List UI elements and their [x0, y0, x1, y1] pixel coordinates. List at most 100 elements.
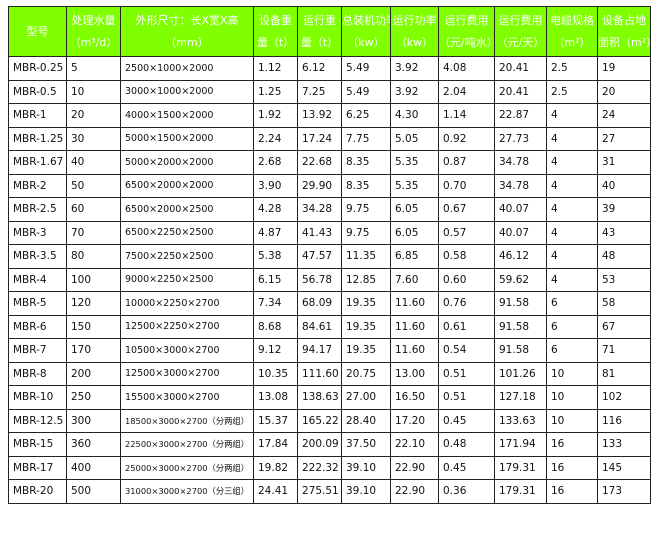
cell-dimensions: 15500×3000×2700	[120, 385, 254, 410]
cell-footprint: 40	[597, 173, 651, 198]
table-row: MBR-3 70 6500×2250×2500 4.87 41.43 9.75 6.05 0.…	[8, 220, 651, 245]
cell-cost-per-ton: 0.70	[438, 173, 495, 198]
header-cost-per-ton: 运行费用 （元/吨水）	[438, 6, 495, 57]
cell-model: MBR-1.25	[8, 126, 67, 151]
cell-cost-per-day: 34.78	[494, 173, 547, 198]
cell-cost-per-ton: 0.61	[438, 314, 495, 339]
cell-cost-per-day: 27.73	[494, 126, 547, 151]
cell-operating-weight: 111.60	[297, 361, 342, 386]
header-line2: 量（t）	[300, 35, 339, 49]
cell-equipment-weight: 5.38	[253, 244, 298, 269]
cell-footprint: 145	[597, 455, 651, 480]
header-line1: 运行重	[303, 13, 336, 27]
cell-cable-spec: 10	[546, 385, 598, 410]
table-row: MBR-5 120 10000×2250×2700 7.34 68.09 19.35 11.…	[8, 291, 651, 316]
cell-equipment-weight: 10.35	[253, 361, 298, 386]
cell-cable-spec: 16	[546, 432, 598, 457]
cell-model: MBR-1.67	[8, 150, 67, 175]
cell-cost-per-ton: 0.36	[438, 479, 495, 504]
header-line2: （m²）	[553, 35, 591, 49]
cell-installed-power: 6.25	[341, 103, 391, 128]
cell-capacity: 360	[66, 432, 121, 457]
cell-dimensions: 4000×1500×2000	[120, 103, 254, 128]
cell-model: MBR-6	[8, 314, 67, 339]
cell-cost-per-ton: 0.92	[438, 126, 495, 151]
cell-model: MBR-12.5	[8, 408, 67, 433]
table-row: MBR-12.5 300 18500×3000×2700（分两组） 15.37 165.…	[8, 408, 651, 433]
cell-installed-power: 27.00	[341, 385, 391, 410]
cell-cable-spec: 10	[546, 361, 598, 386]
cell-cost-per-day: 179.31	[494, 455, 547, 480]
cell-equipment-weight: 15.37	[253, 408, 298, 433]
header-line2: 量（t）	[256, 35, 295, 49]
cell-cost-per-ton: 0.54	[438, 338, 495, 363]
header-line1: 外形尺寸：长X宽X高	[135, 13, 239, 27]
cell-installed-power: 8.35	[341, 150, 391, 175]
header-line2: （mm）	[165, 35, 209, 49]
cell-cable-spec: 16	[546, 479, 598, 504]
cell-footprint: 173	[597, 479, 651, 504]
cell-cable-spec: 2.5	[546, 56, 598, 81]
table-row: MBR-17 400 25000×3000×2700（分两组） 19.82 222.32…	[8, 455, 651, 480]
cell-dimensions: 22500×3000×2700（分两组）	[120, 432, 254, 457]
cell-installed-power: 8.35	[341, 173, 391, 198]
cell-cost-per-day: 46.12	[494, 244, 547, 269]
cell-model: MBR-0.5	[8, 79, 67, 104]
header-model: 型号	[8, 6, 67, 57]
table-row: MBR-1.25 30 5000×1500×2000 2.24 17.24 7.75 5.0…	[8, 126, 651, 151]
cell-model: MBR-5	[8, 291, 67, 316]
table-row: MBR-0.25 5 2500×1000×2000 1.12 6.12 5.49 3.92 4…	[8, 56, 651, 81]
cell-model: MBR-1	[8, 103, 67, 128]
cell-cost-per-day: 40.07	[494, 220, 547, 245]
table-row: MBR-2.5 60 6500×2000×2500 4.28 34.28 9.75 6.05…	[8, 197, 651, 222]
cell-installed-power: 9.75	[341, 197, 391, 222]
cell-cost-per-ton: 4.08	[438, 56, 495, 81]
cell-dimensions: 5000×1500×2000	[120, 126, 254, 151]
cell-operating-power: 22.10	[390, 432, 439, 457]
cell-equipment-weight: 13.08	[253, 385, 298, 410]
cell-dimensions: 12500×3000×2700	[120, 361, 254, 386]
cell-capacity: 120	[66, 291, 121, 316]
cell-operating-weight: 68.09	[297, 291, 342, 316]
cell-operating-power: 11.60	[390, 314, 439, 339]
cell-equipment-weight: 24.41	[253, 479, 298, 504]
table-row: MBR-2 50 6500×2000×2000 3.90 29.90 8.35 5.35 0.…	[8, 173, 651, 198]
cell-cable-spec: 4	[546, 267, 598, 292]
cell-installed-power: 5.49	[341, 56, 391, 81]
header-equipment-weight: 设备重 量（t）	[253, 6, 298, 57]
table-row: MBR-0.5 10 3000×1000×2000 1.25 7.25 5.49 3.92 2…	[8, 79, 651, 104]
cell-operating-weight: 17.24	[297, 126, 342, 151]
cell-dimensions: 3000×1000×2000	[120, 79, 254, 104]
header-line2: （kw）	[347, 35, 385, 49]
cell-equipment-weight: 4.87	[253, 220, 298, 245]
cell-dimensions: 2500×1000×2000	[120, 56, 254, 81]
header-row: 型号 处理水量 （m³/d） 外形尺寸：长X宽X高 （mm） 设备重 量（t） 运行重 量（t）…	[8, 6, 651, 57]
cell-dimensions: 9000×2250×2500	[120, 267, 254, 292]
cell-cable-spec: 4	[546, 244, 598, 269]
header-line1: 运行费用	[498, 13, 543, 27]
cell-cost-per-day: 34.78	[494, 150, 547, 175]
cell-cable-spec: 6	[546, 291, 598, 316]
cell-operating-power: 11.60	[390, 291, 439, 316]
cell-operating-weight: 165.22	[297, 408, 342, 433]
table-row: MBR-10 250 15500×3000×2700 13.08 138.63 27.00…	[8, 385, 651, 410]
cell-operating-power: 4.30	[390, 103, 439, 128]
cell-capacity: 170	[66, 338, 121, 363]
cell-dimensions: 25000×3000×2700（分两组）	[120, 455, 254, 480]
cell-installed-power: 5.49	[341, 79, 391, 104]
cell-capacity: 20	[66, 103, 121, 128]
cell-dimensions: 10500×3000×2700	[120, 338, 254, 363]
cell-cost-per-day: 59.62	[494, 267, 547, 292]
cell-footprint: 67	[597, 314, 651, 339]
cell-installed-power: 19.35	[341, 291, 391, 316]
cell-equipment-weight: 17.84	[253, 432, 298, 457]
cell-capacity: 70	[66, 220, 121, 245]
cell-cost-per-ton: 0.51	[438, 361, 495, 386]
cell-installed-power: 12.85	[341, 267, 391, 292]
cell-cost-per-ton: 2.04	[438, 79, 495, 104]
header-capacity: 处理水量 （m³/d）	[66, 6, 121, 57]
cell-footprint: 71	[597, 338, 651, 363]
cell-installed-power: 28.40	[341, 408, 391, 433]
cell-equipment-weight: 7.34	[253, 291, 298, 316]
cell-equipment-weight: 2.68	[253, 150, 298, 175]
